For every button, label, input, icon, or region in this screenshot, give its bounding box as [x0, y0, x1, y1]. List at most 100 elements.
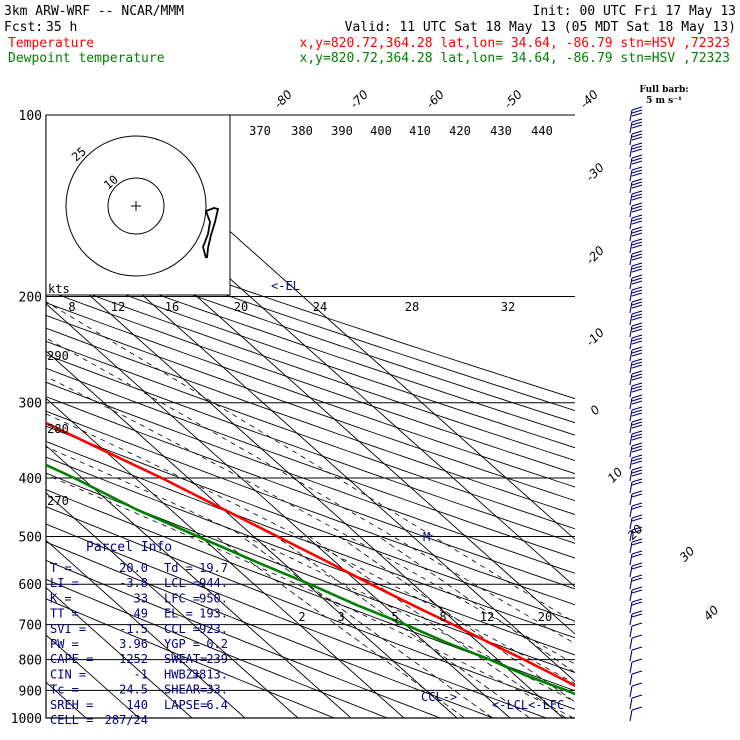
wind-barb-flag [631, 160, 643, 165]
dry-adiabat-line [46, 456, 575, 656]
wind-barb-flag [631, 226, 643, 231]
parcel-info-value: -1.5 [119, 622, 148, 636]
parcel-info-label: LAPSE= [164, 698, 207, 712]
wind-barb [629, 337, 633, 350]
wind-barb-flag [631, 550, 643, 555]
hodograph-ring [65, 135, 207, 277]
forecast-hours: 35 h [46, 20, 77, 35]
wind-barb [629, 193, 633, 206]
wind-barb-flag [631, 112, 643, 117]
wind-barb-flag [631, 442, 643, 447]
pressure-tick-label: 600 [19, 578, 42, 593]
wind-barb-flag [631, 301, 643, 306]
wind-barb-flag [631, 292, 643, 297]
wind-barb-flag [631, 448, 643, 453]
wind-barb-flag [631, 418, 643, 423]
wind-barb [629, 421, 633, 434]
parcel-info-label: YGP = [164, 637, 200, 651]
wind-barb [629, 625, 633, 638]
parcel-info-label: HWBZ= [164, 667, 200, 681]
wind-barb-flag [631, 526, 643, 531]
wind-barb-flag [631, 238, 643, 243]
isotherm-line [46, 397, 405, 718]
dry-adiabat-line [46, 314, 575, 502]
parcel-info-label: LFC = [164, 591, 200, 605]
wind-barb [629, 133, 633, 146]
dry-adiabat-line [46, 472, 575, 674]
wind-barb-flag [631, 436, 643, 441]
parcel-info-value: 24.5 [119, 683, 148, 697]
parcel-info-value: 3813. [192, 667, 228, 681]
wind-barb [629, 445, 633, 458]
wind-barb [629, 241, 633, 254]
wind-barb-flag [631, 277, 643, 282]
dewpoint-line [46, 463, 575, 696]
wind-barb-flag [631, 424, 643, 429]
mixing-ratio-line [241, 536, 493, 718]
pressure-tick-label: 800 [19, 654, 42, 669]
wind-barb-flag [631, 460, 643, 465]
dry-adiabat-line [46, 340, 575, 530]
moist-adiabat-line [46, 301, 575, 624]
parcel-info-value: 33. [206, 683, 228, 697]
parcel-info-value: 3.96 [119, 637, 148, 651]
wind-barb-flag [631, 382, 643, 387]
wind-barb [629, 613, 633, 626]
model-title: 3km ARW-WRF -- NCAR/MMM [4, 4, 184, 19]
parcel-info-table: T = 20.0 Td = 19.7 LI = -3.8 LCL =944. K = 33 LFC… [50, 561, 228, 727]
wind-barb-flag [631, 478, 643, 483]
wind-barb-flag [631, 172, 643, 177]
wind-barb-flag [631, 310, 643, 315]
parcel-info-label: PW = [50, 637, 79, 651]
parcel-info-value: 239 [206, 652, 228, 666]
wind-barb-flag [631, 265, 643, 270]
parcel-info-title: Parcel Info [86, 540, 172, 555]
parcel-info-label: CELL = [50, 713, 93, 727]
pressure-tick-label: 500 [19, 530, 42, 545]
isotherm-line [46, 255, 564, 718]
parcel-info-value: -1 [134, 667, 148, 681]
dry-adiabat-line [46, 489, 575, 692]
mixing-ratio-label: 32 [501, 300, 515, 314]
wind-barb [629, 265, 633, 278]
wind-barb-flag [631, 694, 643, 699]
wind-barb-flag [631, 400, 643, 405]
wind-barb [629, 169, 633, 182]
parcel-info-label: SHEAR= [164, 683, 207, 697]
wind-barb-flag [631, 193, 643, 198]
wind-barb [629, 277, 633, 290]
mixing-ratio-line [378, 536, 575, 674]
dry-adiabat-line [46, 541, 494, 718]
dry-adiabat-line [46, 302, 575, 488]
parcel-info-value: 287/24 [105, 713, 148, 727]
wind-barb [629, 469, 633, 482]
temperature-series-info: x,y=820.72,364.28 lat,lon= 34.64, -86.79… [300, 36, 730, 51]
wind-barb-flag [631, 142, 643, 147]
parcel-info-label: T = [50, 561, 72, 575]
mixing-ratio-line [309, 536, 566, 718]
parcel-info-label: SVI = [50, 622, 86, 636]
wind-barb-flag [631, 130, 643, 135]
wind-barb-flag [631, 316, 643, 321]
dry-adiabat-line [46, 396, 575, 590]
skewt-grid: 100 200 300 400 500 600 700 800 900 1000 [11, 109, 575, 727]
wind-barb [629, 205, 633, 218]
wind-barb-flag [631, 481, 643, 486]
wind-barb-flag [631, 490, 643, 495]
wind-barb-flag [631, 517, 643, 522]
wind-barb-flag [631, 565, 643, 570]
wind-barb-flag [631, 589, 643, 594]
wind-barb [629, 397, 633, 410]
hodograph-trace [202, 207, 220, 259]
parcel-info-value: 923. [199, 622, 228, 636]
parcel-info-label: Tc = [50, 683, 79, 697]
wind-barb [629, 457, 633, 470]
wind-barb-flag [631, 388, 643, 393]
dry-adiabat-line [46, 523, 547, 718]
wind-barb [629, 409, 633, 422]
wind-barb-flag [631, 133, 643, 138]
wind-barb-flag [631, 313, 643, 318]
wind-barb-flag [631, 169, 643, 174]
theta-label: 390 [331, 124, 353, 138]
wind-barb-flag [631, 154, 643, 159]
